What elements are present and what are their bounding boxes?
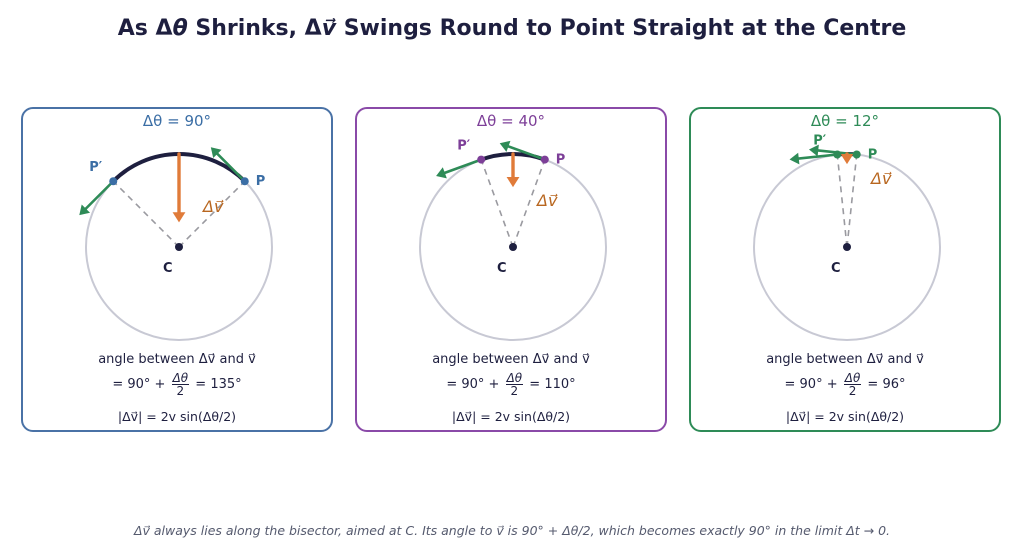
panel-dtheta-90: Δθ = 90° P P′ C Δv⃗ angle between Δv⃗ and v… <box>21 107 333 432</box>
radius-to-p <box>846 154 858 248</box>
velocity-at-p-arrow-head <box>499 140 511 152</box>
label-p-prime: P′ <box>813 134 827 149</box>
panel-dtheta-12: Δθ = 12° P P′ C Δv⃗ angle between Δv⃗ and v… <box>689 107 1001 432</box>
delta-v-arrow-head <box>506 176 520 188</box>
magnitude-formula: |Δv⃗| = 2v sin(Δθ/2) <box>117 409 237 424</box>
eq-fraction: Δθ 2 <box>505 371 524 398</box>
eq-prefix: = 90° + <box>112 377 170 392</box>
title-suffix: Swings Round to Point Straight at the Ce… <box>336 16 907 41</box>
footnote: Δv⃗ always lies along the bisector, aime… <box>133 523 891 538</box>
point-p <box>540 155 549 164</box>
radius-to-p <box>178 180 246 248</box>
radius-to-p-prime <box>836 154 848 248</box>
point-p-prime <box>477 155 486 164</box>
label-p: P <box>556 153 566 168</box>
angle-caption: angle between Δv⃗ and v⃗ <box>766 352 924 367</box>
label-p-prime: P′ <box>457 139 471 154</box>
panel-heading: Δθ = 12° <box>810 112 880 130</box>
label-c: C <box>831 261 841 276</box>
eq-num: Δθ <box>505 371 524 385</box>
label-p: P <box>868 148 878 163</box>
radius-to-p-prime <box>112 180 180 248</box>
velocity-at-p-prime-arrow-head <box>436 167 447 179</box>
eq-den: 2 <box>176 384 185 398</box>
velocity-at-p-prime-arrow-shaft <box>82 179 115 212</box>
angle-caption: angle between Δv⃗ and v⃗ <box>98 352 256 367</box>
velocity-at-p-arrow-head <box>210 147 222 159</box>
eq-result: = 135° <box>191 377 242 392</box>
panel-diagram: P P′ C Δv⃗ <box>419 139 607 341</box>
panel-diagram: P P′ C Δv⃗ <box>753 134 941 341</box>
label-c: C <box>497 261 507 276</box>
point-p-prime <box>833 150 842 159</box>
label-delta-v: Δv⃗ <box>535 191 558 210</box>
eq-den: 2 <box>510 384 519 398</box>
delta-v-arrow-head <box>172 212 186 223</box>
point-p <box>852 150 861 159</box>
label-c: C <box>163 261 173 276</box>
angle-equation: = 90° + Δθ 2 = 110° <box>357 372 665 397</box>
magnitude-formula: |Δv⃗| = 2v sin(Δθ/2) <box>451 409 571 424</box>
angle-caption: angle between Δv⃗ and v⃗ <box>432 352 590 367</box>
velocity-at-p-arrow-head <box>808 144 819 157</box>
eq-num: Δθ <box>843 371 862 385</box>
velocity-at-p-prime-arrow-shaft <box>440 158 483 176</box>
eq-result: = 110° <box>525 377 576 392</box>
panel-diagram: P P′ C Δv⃗ <box>79 147 273 341</box>
centre-dot <box>509 243 517 251</box>
eq-num: Δθ <box>171 371 190 385</box>
centre-dot <box>843 243 851 251</box>
eq-result: = 96° <box>863 377 906 392</box>
velocity-at-p-prime-arrow-head <box>789 152 800 165</box>
label-delta-v: Δv⃗ <box>869 169 892 188</box>
delta-v-arrow-head <box>840 153 854 165</box>
magnitude-formula: |Δv⃗| = 2v sin(Δθ/2) <box>785 409 905 424</box>
velocity-at-p-arrow-shaft <box>504 144 547 161</box>
angle-equation: = 90° + Δθ 2 = 135° <box>23 372 331 397</box>
title-theta: θ <box>172 16 188 41</box>
velocity-at-p-prime-arrow-shaft <box>794 153 839 161</box>
title-prefix: As Δ <box>117 16 173 41</box>
point-p <box>240 177 249 186</box>
title-mid: Shrinks, Δ <box>187 16 322 41</box>
panel-dtheta-40: Δθ = 40° P P′ C Δv⃗ angle between Δv⃗ and v… <box>355 107 667 432</box>
panel-heading: Δθ = 90° <box>142 112 212 130</box>
eq-den: 2 <box>848 384 857 398</box>
page-title: As Δθ Shrinks, Δv⃗ Swings Round to Point… <box>0 16 1024 41</box>
velocity-at-p-arrow-shaft <box>214 150 247 183</box>
label-p: P <box>256 174 266 189</box>
radius-to-p-prime <box>480 159 514 248</box>
radius-to-p <box>512 159 546 248</box>
centre-dot <box>175 243 183 251</box>
title-v: v⃗ <box>321 16 337 41</box>
eq-prefix: = 90° + <box>446 377 504 392</box>
panel-heading: Δθ = 40° <box>476 112 546 130</box>
eq-fraction: Δθ 2 <box>171 371 190 398</box>
eq-prefix: = 90° + <box>784 377 842 392</box>
velocity-at-p-prime-arrow-head <box>79 204 91 216</box>
point-p-prime <box>109 177 118 186</box>
label-p-prime: P′ <box>89 160 103 175</box>
label-delta-v: Δv⃗ <box>201 197 224 216</box>
eq-fraction: Δθ 2 <box>843 371 862 398</box>
angle-equation: = 90° + Δθ 2 = 96° <box>691 372 999 397</box>
